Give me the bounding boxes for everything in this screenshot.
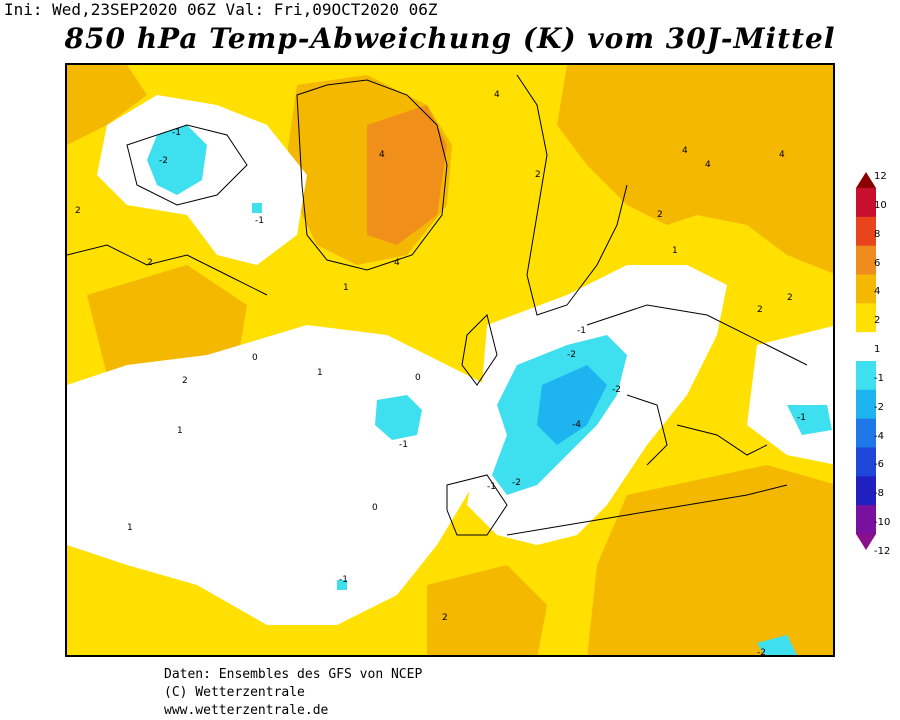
contour-label: 2 [442, 613, 448, 623]
colorbar-label: 8 [874, 228, 881, 240]
credits-data-source: Daten: Ensembles des GFS von NCEP [164, 667, 423, 682]
contour-label: 2 [657, 210, 663, 220]
contour-label: 0 [415, 373, 421, 383]
colorbar-label: -10 [874, 517, 891, 528]
colorbar-label: -1 [874, 372, 884, 384]
area-minus1-hudson [147, 125, 207, 195]
contour-label: 0 [372, 503, 378, 513]
area-minus1-caspian [787, 405, 832, 435]
contour-label: 1 [127, 523, 133, 533]
colorbar-segment [856, 447, 876, 477]
anomaly-map: -1 -2 -1 -2 -2 -1 -1 -2 -4 -1 -1 -2 -1 1… [65, 63, 835, 657]
italy-coast [626, 394, 668, 466]
area-2k-canada [67, 65, 147, 145]
contour-label: -2 [757, 648, 766, 657]
contour-label: 1 [343, 283, 349, 293]
hudson-bay-coast [126, 124, 248, 206]
contour-label: -1 [797, 413, 806, 423]
contour-label: -1 [339, 575, 348, 585]
colorbar [856, 172, 876, 550]
canada-coast [67, 244, 268, 296]
contour-label: 2 [787, 293, 793, 303]
colorbar-segment [856, 245, 876, 275]
area-4k-scandinavia-russia [557, 65, 833, 274]
contour-label: 4 [705, 160, 711, 170]
british-isles-coast [461, 314, 498, 386]
contour-label: -4 [572, 420, 581, 430]
contour-label: 2 [75, 206, 81, 216]
contour-label: -1 [255, 216, 264, 226]
contour-label: 4 [379, 150, 385, 160]
colorbar-segment [856, 505, 876, 535]
contour-label: 4 [682, 146, 688, 156]
contour-label: 2 [535, 170, 541, 180]
contour-label: -2 [612, 385, 621, 395]
coastlines [67, 74, 808, 536]
contour-label: 2 [757, 305, 763, 315]
colorbar-segment [856, 389, 876, 420]
contour-label: -1 [172, 128, 181, 138]
colorbar-segment [856, 418, 876, 448]
contour-label: 4 [779, 150, 785, 160]
init-valid-line: Ini: Wed,23SEP2020 06Z Val: Fri,09OCT202… [4, 0, 438, 19]
area-minus1-atlantic [375, 395, 422, 440]
balkans-coast [676, 424, 768, 456]
contour-label: 4 [394, 258, 400, 268]
area-minus4-france [537, 365, 607, 445]
area-6k-greenland [367, 105, 447, 245]
colorbar-label: -6 [874, 459, 884, 471]
greenland-coast [296, 79, 448, 271]
colorbar-label: 1 [874, 344, 881, 355]
colorbar-segment [856, 476, 876, 506]
area-minus1-small-atlantic [337, 580, 347, 590]
north-africa-coast [506, 484, 788, 536]
area-2k-north-africa [427, 565, 547, 655]
area-minus1-small-labrador [252, 203, 262, 213]
colorbar-label: 12 [874, 171, 887, 182]
colorbar-cap-top [856, 172, 876, 188]
scandinavia-coast [516, 74, 628, 316]
contour-label: -2 [567, 350, 576, 360]
colorbar-label: -12 [874, 545, 891, 557]
colorbar-label: 6 [874, 257, 881, 269]
colorbar-label: -2 [874, 401, 884, 413]
colorbar-cap-bottom [856, 534, 876, 550]
contour-label: 1 [672, 246, 678, 256]
credits-copyright: (C) Wetterzentrale [164, 685, 305, 700]
colorbar-segment [856, 188, 876, 218]
colorbar-label: 10 [874, 199, 887, 211]
map-title: 850 hPa Temp-Abweichung (K) vom 30J-Mitt… [64, 22, 836, 55]
contour-label: 1 [177, 426, 183, 436]
colorbar-segment [856, 361, 876, 391]
contour-label: -1 [487, 482, 496, 492]
map-svg: -1 -2 -1 -2 -2 -1 -1 -2 -4 -1 -1 -2 -1 1… [67, 65, 833, 657]
contour-label: -2 [159, 156, 168, 166]
colorbar-segment [856, 216, 876, 247]
colorbar-segment [856, 303, 876, 333]
contour-labels: -1 -2 -1 -2 -2 -1 -1 -2 -4 -1 -1 -2 -1 1… [75, 90, 806, 657]
area-2k-mediterranean [587, 465, 833, 655]
colorbar-segment [856, 274, 876, 304]
credits: Daten: Ensembles des GFS von NCEP (C) We… [164, 666, 422, 720]
contour-label: -1 [577, 326, 586, 336]
credits-website: www.wetterzentrale.de [164, 703, 329, 718]
colorbar-label: -8 [874, 488, 884, 500]
central-europe-borders [586, 304, 808, 366]
area-minus1-arabia [757, 635, 797, 655]
colorbar-segment [856, 332, 876, 362]
colorbar-label: -4 [874, 430, 884, 442]
colorbar-label: 4 [874, 286, 881, 298]
contour-label: 1 [317, 368, 323, 378]
contour-label: 0 [252, 353, 258, 363]
contour-label: -2 [512, 478, 521, 488]
contour-label: -1 [399, 440, 408, 450]
colorbar-label: 2 [874, 315, 881, 327]
iberia-coast [446, 474, 508, 536]
contour-label: 2 [147, 258, 153, 268]
contour-label: 4 [494, 90, 500, 100]
contour-label: 2 [182, 376, 188, 386]
